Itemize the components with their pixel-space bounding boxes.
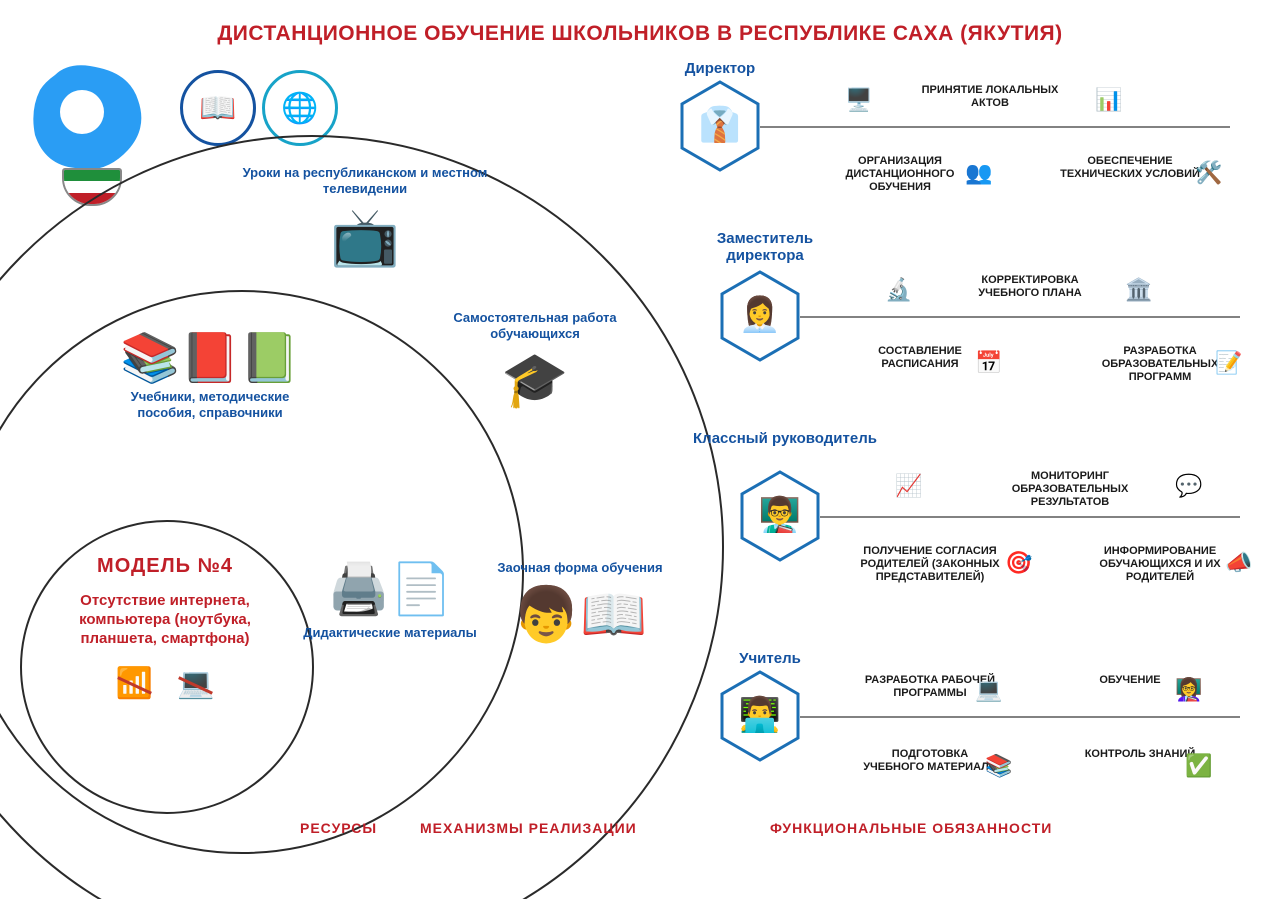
role-hex-classteacher: 👨‍🏫: [740, 470, 820, 562]
role-hex-deputy: 👩‍💼: [720, 270, 800, 362]
task-icon-classteacher-1: 💬: [1160, 464, 1218, 508]
label-resources: РЕСУРСЫ: [300, 820, 377, 836]
role-line-classteacher: [820, 516, 1240, 518]
task-label-deputy-0: КОРРЕКТИРОВКА УЧЕБНОГО ПЛАНА: [960, 274, 1100, 300]
role-title-teacher: Учитель: [700, 650, 840, 667]
task-icon-director-2: 👥: [950, 151, 1008, 195]
role-title-deputy: Заместитель директора: [680, 230, 850, 265]
mechanism-correspondence: Заочная форма обучения 👦📖: [460, 560, 700, 647]
textbooks-label: Учебники, методические пособия, справочн…: [100, 389, 320, 420]
role-hex-teacher: 👨‍💻: [720, 670, 800, 762]
model-desc: Отсутствие интернета, компьютера (ноутбу…: [40, 592, 290, 648]
task-icon-deputy-1: 🏛️: [1110, 268, 1168, 312]
tv-label: Уроки на республиканском и местном телев…: [225, 165, 505, 196]
role-title-director: Директор: [630, 60, 810, 77]
task-icon-deputy-2: 📅: [960, 341, 1018, 385]
role-hex-director: 👔: [680, 80, 760, 172]
resources-didactic: 🖨️📄 Дидактические материалы: [300, 560, 480, 641]
task-label-classteacher-3: ИНФОРМИРОВАНИЕ ОБУЧАЮЩИХСЯ И ИХ РОДИТЕЛЕ…: [1090, 545, 1230, 585]
role-line-teacher: [800, 716, 1240, 718]
tv-icon: 📺: [225, 204, 505, 270]
correspondence-label: Заочная форма обучения: [460, 560, 700, 576]
task-label-director-0: ПРИНЯТИЕ ЛОКАЛЬНЫХ АКТОВ: [920, 84, 1060, 110]
task-label-classteacher-2: ПОЛУЧЕНИЕ СОГЛАСИЯ РОДИТЕЛЕЙ (ЗАКОННЫХ П…: [860, 545, 1000, 585]
task-label-classteacher-0: МОНИТОРИНГ ОБРАЗОВАТЕЛЬНЫХ РЕЗУЛЬТАТОВ: [980, 470, 1160, 510]
task-icon-classteacher-0: 📈: [880, 464, 938, 508]
role-line-deputy: [800, 316, 1240, 318]
role-line-director: [760, 126, 1230, 128]
printer-icon: 🖨️📄: [300, 560, 480, 619]
task-icon-deputy-0: 🔬: [870, 268, 928, 312]
model-block: МОДЕЛЬ №4 Отсутствие интернета, компьюте…: [40, 555, 290, 701]
mechanism-tv: Уроки на республиканском и местном телев…: [225, 165, 505, 270]
resources-textbooks: 📚📕📗 Учебники, методические пособия, спра…: [100, 335, 320, 420]
task-icon-director-3: 🛠️: [1180, 151, 1238, 195]
didactic-label: Дидактические материалы: [300, 625, 480, 641]
no-computer-icon: 💻: [177, 666, 214, 701]
correspondence-icon: 👦📖: [460, 584, 700, 647]
task-icon-deputy-3: 📝: [1200, 341, 1258, 385]
task-icon-classteacher-3: 📣: [1210, 541, 1268, 585]
svg-text:👔: 👔: [699, 105, 741, 144]
task-icon-teacher-1: 👩‍🏫: [1160, 668, 1218, 712]
mechanism-selfwork: Самостоятельная работа обучающихся 🎓: [430, 310, 640, 412]
model-title: МОДЕЛЬ №4: [40, 555, 290, 578]
no-wifi-icon: 📶: [116, 666, 153, 701]
books-icon: 📚📕📗: [100, 335, 320, 383]
selfwork-icon: 🎓: [430, 349, 640, 412]
task-icon-director-0: 🖥️: [830, 78, 888, 122]
svg-text:👨‍💻: 👨‍💻: [739, 695, 781, 734]
role-title-classteacher: Классный руководитель: [690, 430, 880, 447]
task-label-director-2: ОРГАНИЗАЦИЯ ДИСТАНЦИОННОГО ОБУЧЕНИЯ: [830, 155, 970, 195]
selfwork-label: Самостоятельная работа обучающихся: [430, 310, 640, 341]
task-icon-classteacher-2: 🎯: [990, 541, 1048, 585]
task-icon-teacher-3: ✅: [1170, 744, 1228, 788]
task-icon-teacher-2: 📚: [970, 744, 1028, 788]
svg-text:👩‍💼: 👩‍💼: [739, 295, 781, 334]
task-icon-director-1: 📊: [1080, 78, 1138, 122]
task-icon-teacher-0: 💻: [960, 668, 1018, 712]
svg-text:👨‍🏫: 👨‍🏫: [759, 495, 801, 534]
label-duties: ФУНКЦИОНАЛЬНЫЕ ОБЯЗАННОСТИ: [770, 820, 1052, 836]
label-mechanisms: МЕХАНИЗМЫ РЕАЛИЗАЦИИ: [420, 820, 637, 836]
task-label-director-3: ОБЕСПЕЧЕНИЕ ТЕХНИЧЕСКИХ УСЛОВИЙ: [1060, 155, 1200, 181]
